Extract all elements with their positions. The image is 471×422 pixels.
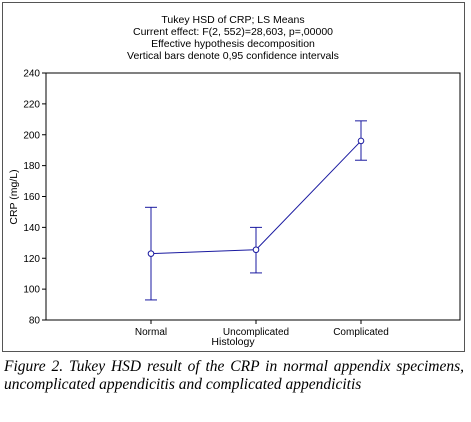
y-tick-label: 80 (29, 316, 41, 327)
y-tick-label: 180 (23, 161, 40, 172)
decomposition-line: Effective hypothesis decomposition (151, 38, 315, 50)
chart-title: Tukey HSD of CRP; LS Means (161, 14, 304, 26)
ci-note-line: Vertical bars denote 0,95 confidence int… (127, 50, 339, 62)
y-axis-label: CRP (mg/L) (8, 169, 20, 224)
data-point (147, 250, 155, 257)
data-point (357, 137, 365, 145)
current-effect-line: Current effect: F(2, 552)=28,603, p=,000… (133, 26, 333, 38)
x-axis: Normal Uncomplicated Complicated (135, 320, 389, 338)
series-crp (145, 120, 367, 301)
x-tick-label: Uncomplicated (223, 327, 289, 338)
y-tick-label: 220 (23, 99, 40, 110)
x-tick-label: Normal (135, 327, 167, 338)
chart: Tukey HSD of CRP; LS Means Current effec… (8, 14, 461, 348)
plot-area (45, 72, 461, 321)
y-tick-label: 140 (23, 223, 40, 234)
x-axis-label: Histology (211, 336, 255, 348)
data-point (252, 246, 260, 254)
y-tick-label: 240 (23, 69, 40, 80)
figure-frame: Tukey HSD of CRP; LS Means Current effec… (2, 2, 465, 352)
x-tick-label: Complicated (333, 327, 389, 338)
y-tick-label: 160 (23, 192, 40, 203)
y-tick-label: 200 (23, 130, 40, 141)
y-tick-label: 120 (23, 254, 40, 265)
y-tick-label: 100 (23, 285, 40, 296)
figure-caption: Figure 2. Tukey HSD result of the CRP in… (4, 358, 464, 393)
y-axis: 80 100 120 140 160 180 200 220 240 (23, 69, 46, 327)
